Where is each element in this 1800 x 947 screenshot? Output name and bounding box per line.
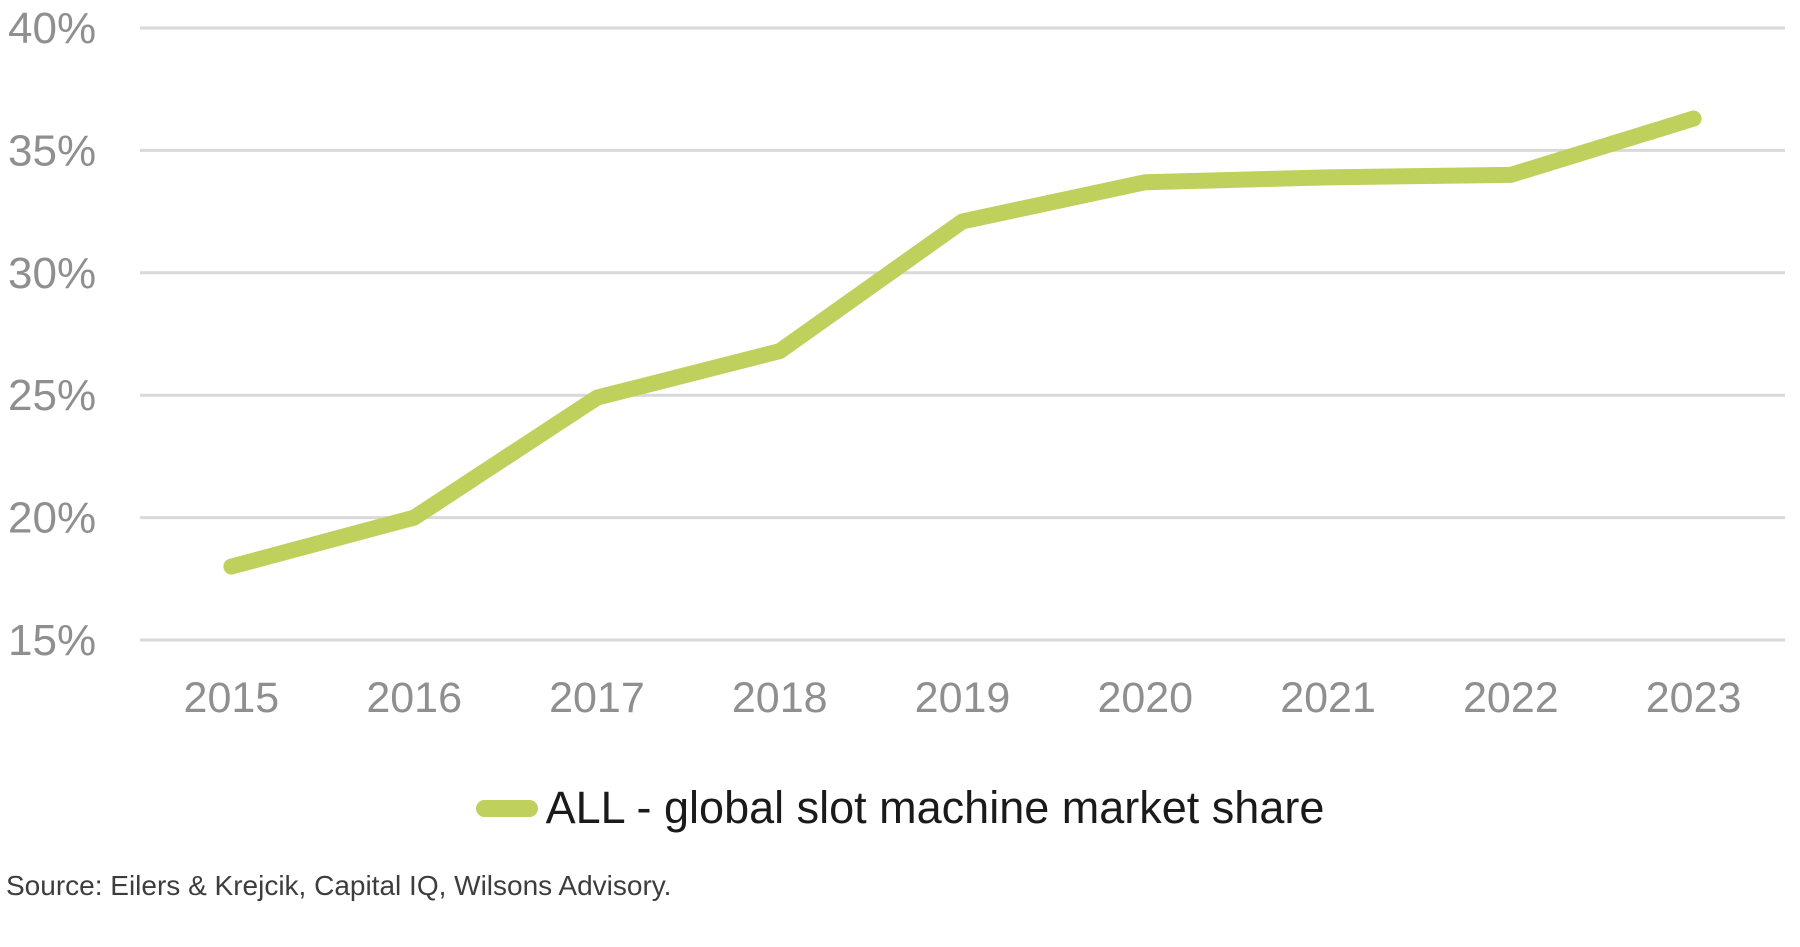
x-axis-tick-label: 2016 <box>366 674 462 722</box>
legend-line-swatch <box>475 799 538 817</box>
y-axis-tick-label: 15% <box>8 616 96 665</box>
x-axis-tick-label: 2019 <box>915 674 1011 722</box>
x-axis-tick-label: 2023 <box>1646 674 1742 722</box>
x-axis-tick-label: 2022 <box>1463 674 1559 722</box>
y-axis-tick-label: 20% <box>8 494 96 543</box>
y-axis-tick-label: 30% <box>8 249 96 298</box>
y-axis-tick-label: 35% <box>8 126 96 175</box>
x-axis-tick-label: 2018 <box>732 674 828 722</box>
legend-label: ALL - global slot machine market share <box>545 782 1325 833</box>
x-axis-tick-label: 2021 <box>1280 674 1376 722</box>
x-axis-tick-label: 2020 <box>1097 674 1193 722</box>
series-line <box>223 110 1702 575</box>
source-note: Source: Eilers & Krejcik, Capital IQ, Wi… <box>6 870 672 901</box>
y-axis-tick-label: 25% <box>8 371 96 420</box>
x-axis-tick-label: 2017 <box>549 674 645 722</box>
x-axis-tick-label: 2015 <box>184 674 280 722</box>
line-chart: 15% 20% 25% 30% 35% 40% 2015 2016 2017 2018 2019 20… <box>8 4 1785 722</box>
chart-legend: ALL - global slot machine market share <box>0 780 1800 836</box>
y-axis-tick-label: 40% <box>8 4 96 53</box>
